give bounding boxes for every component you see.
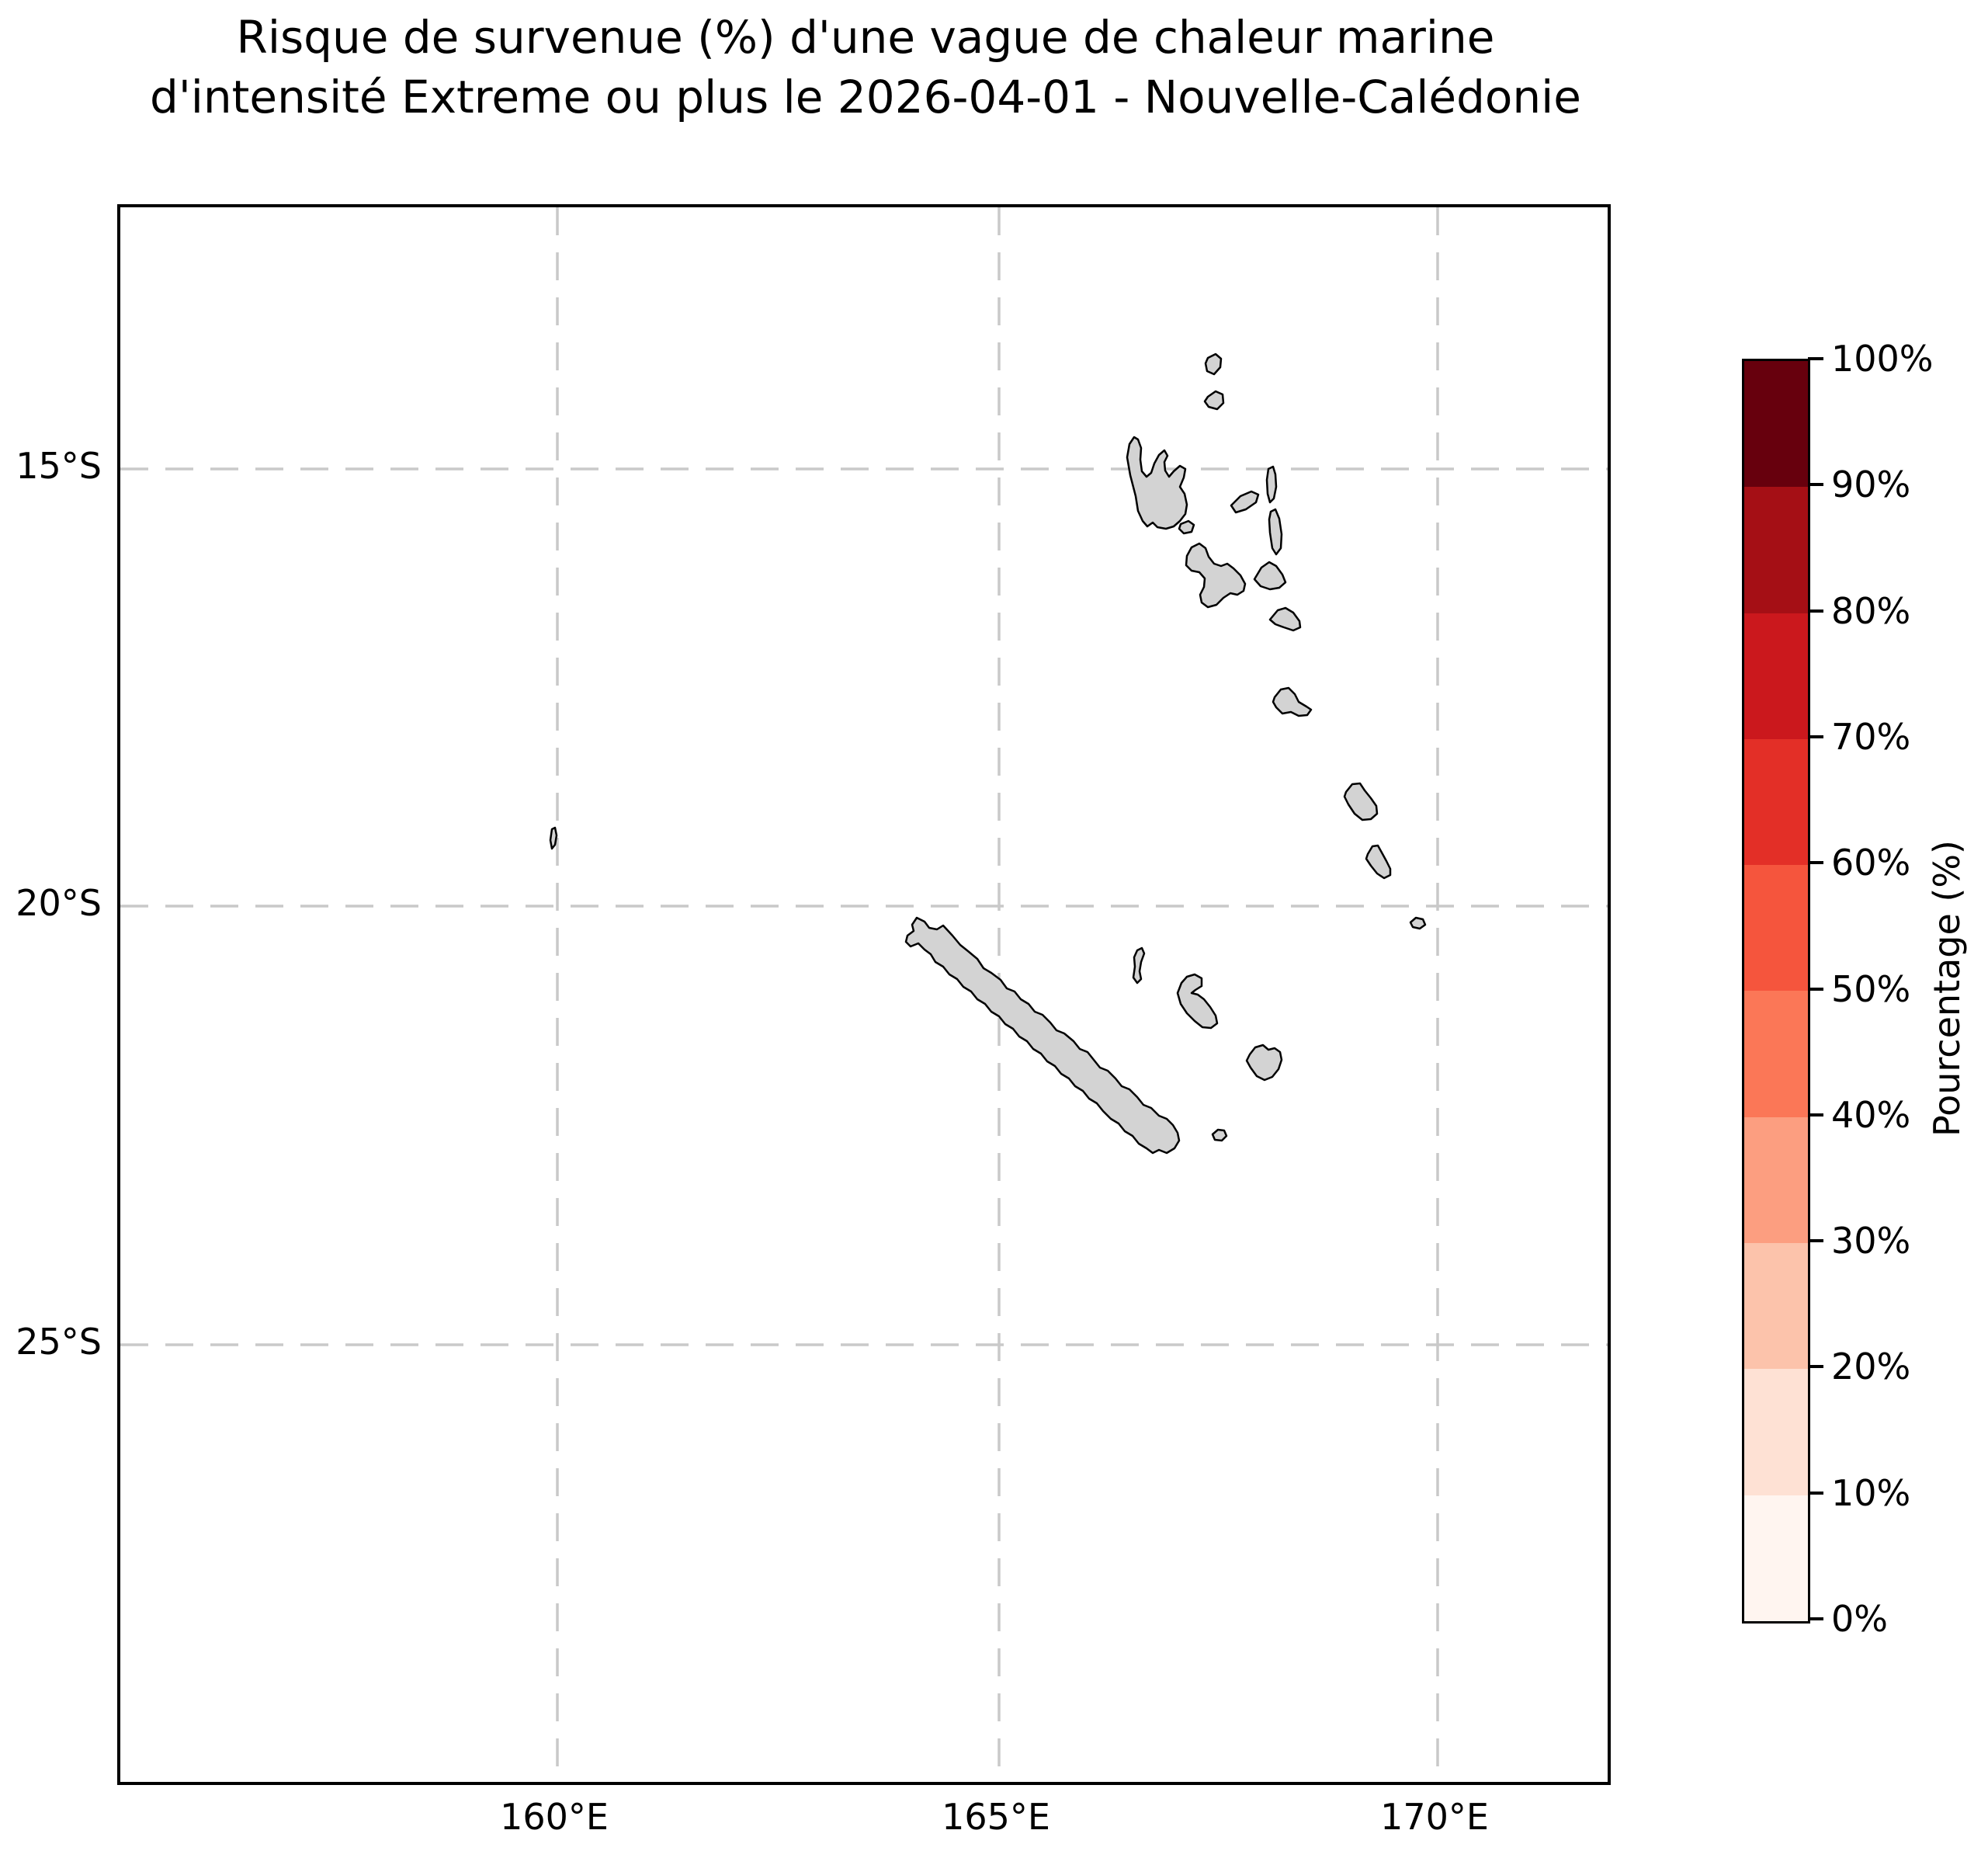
- colorbar-tick-70%: [1808, 734, 1823, 738]
- colorbar-tick-90%: [1808, 483, 1823, 487]
- islands-group: [549, 352, 1427, 1155]
- colorbar-segment-0: [1744, 361, 1808, 488]
- y-tick-label-25°S: 25°S: [16, 1321, 102, 1363]
- colorbar-segment-5: [1744, 991, 1808, 1117]
- colorbar-tick-label-20%: 20%: [1831, 1346, 1911, 1388]
- island-reef-sliver-west: [549, 826, 558, 850]
- colorbar-segment-4: [1744, 865, 1808, 991]
- colorbar-tick-40%: [1808, 1113, 1823, 1117]
- colorbar-tick-label-100%: 100%: [1831, 338, 1934, 380]
- island-maewo: [1265, 465, 1278, 504]
- island-tanna: [1365, 844, 1392, 880]
- island-malo: [1178, 519, 1195, 535]
- y-tick-label-15°S: 15°S: [16, 445, 102, 487]
- island-mare: [1245, 1044, 1283, 1082]
- colorbar-segment-2: [1744, 613, 1808, 739]
- y-tick-label-20°S: 20°S: [16, 882, 102, 924]
- colorbar-segment-8: [1744, 1369, 1808, 1495]
- colorbar-tick-20%: [1808, 1365, 1823, 1369]
- colorbar-segment-6: [1744, 1117, 1808, 1244]
- island-ambrym: [1253, 561, 1287, 591]
- map-plot-area: [117, 204, 1611, 1785]
- island-lifou: [1176, 973, 1219, 1030]
- island-epi: [1268, 606, 1302, 632]
- island-torres: [1204, 352, 1223, 376]
- island-ile-des-pins: [1211, 1128, 1228, 1142]
- colorbar-tick-label-70%: 70%: [1831, 715, 1911, 758]
- colorbar-segment-3: [1744, 738, 1808, 866]
- island-erromango: [1343, 782, 1379, 821]
- island-vanua-lava: [1203, 390, 1225, 411]
- colorbar-tick-50%: [1808, 987, 1823, 991]
- island-ouvea: [1132, 946, 1146, 985]
- x-tick-label-160°E: 160°E: [500, 1796, 609, 1838]
- colorbar-tick-label-0%: 0%: [1831, 1598, 1888, 1640]
- colorbar-tick-label-80%: 80%: [1831, 589, 1911, 632]
- colorbar-tick-80%: [1808, 609, 1823, 613]
- figure-title: Risque de survenue (%) d'une vague de ch…: [0, 8, 1731, 127]
- colorbar-tick-0%: [1808, 1617, 1823, 1620]
- graticule: [120, 207, 1608, 1782]
- colorbar-tick-label-90%: 90%: [1831, 464, 1911, 506]
- island-ambae: [1230, 490, 1260, 514]
- figure-title-line1: Risque de survenue (%) d'une vague de ch…: [236, 11, 1495, 64]
- colorbar-segment-1: [1744, 487, 1808, 613]
- colorbar-tick-label-40%: 40%: [1831, 1093, 1911, 1136]
- colorbar-tick-10%: [1808, 1491, 1823, 1495]
- island-pentecost: [1268, 508, 1283, 556]
- island-aneityum: [1409, 916, 1427, 930]
- island-efate: [1272, 686, 1313, 717]
- island-grande-terre: [904, 916, 1181, 1155]
- colorbar-tick-label-50%: 50%: [1831, 967, 1911, 1010]
- map-canvas: [120, 207, 1608, 1782]
- figure-title-line2: d'intensité Extreme ou plus le 2026-04-0…: [150, 71, 1581, 123]
- colorbar: [1742, 359, 1810, 1624]
- colorbar-tick-100%: [1808, 357, 1823, 360]
- colorbar-tick-60%: [1808, 861, 1823, 865]
- island-malakula: [1185, 542, 1247, 609]
- colorbar-tick-label-60%: 60%: [1831, 842, 1911, 884]
- x-tick-label-165°E: 165°E: [942, 1796, 1050, 1838]
- colorbar-tick-label-30%: 30%: [1831, 1220, 1911, 1262]
- island-espiritu-santo: [1126, 436, 1188, 530]
- colorbar-tick-30%: [1808, 1239, 1823, 1243]
- x-tick-label-170°E: 170°E: [1380, 1796, 1489, 1838]
- colorbar-segment-9: [1744, 1495, 1808, 1621]
- colorbar-tick-label-10%: 10%: [1831, 1471, 1911, 1514]
- colorbar-segment-7: [1744, 1243, 1808, 1370]
